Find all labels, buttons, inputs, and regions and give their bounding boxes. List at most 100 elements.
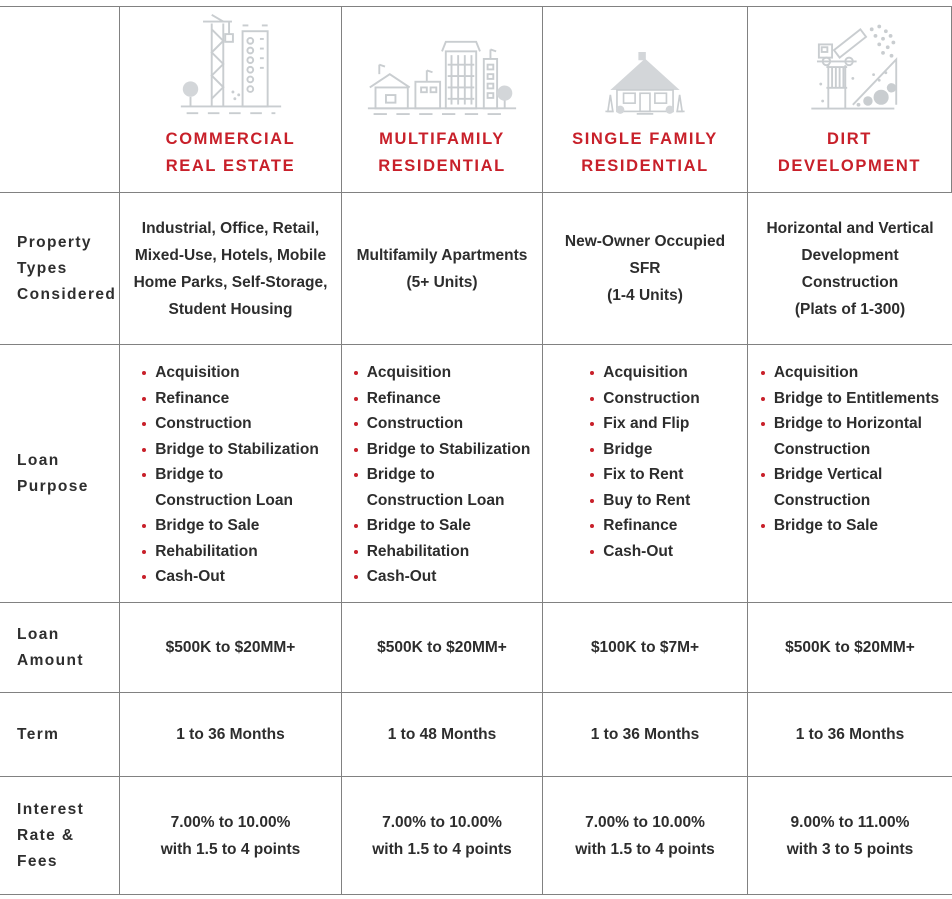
bullet-dot-icon (760, 524, 765, 528)
loan-purpose-list: Acquisition Refinance Construction Bridge t… (142, 360, 319, 590)
loan-amount-multifamily: $500K to $20MM+ (342, 603, 543, 693)
loan-purpose-item: Bridge to Sale (760, 513, 939, 539)
loan-purpose-item: Refinance (590, 513, 699, 539)
loan-purpose-text: Bridge Vertical Construction (773, 466, 883, 509)
bullet-dot-icon (590, 524, 595, 528)
loan-purpose-item: Construction (590, 386, 700, 412)
row-header-label: Property Types Considered (17, 233, 117, 303)
loan-purpose-text: Rehabilitation (155, 542, 258, 560)
loan-purpose-item: Bridge to Stabilization (353, 437, 531, 463)
loan-purpose-item: Bridge (590, 437, 699, 463)
loan-purpose-item: Acquisition (142, 360, 319, 386)
loan-purpose-item: Bridge to Entitlements (760, 386, 939, 412)
apartment-buildings-icon (366, 36, 518, 118)
bullet-dot-icon (760, 422, 765, 426)
loan-purpose-text: Acquisition (155, 364, 240, 381)
bullet-dot-icon (590, 447, 595, 452)
bullet-dot-icon (142, 524, 147, 528)
loan-purpose-item: Refinance (353, 386, 531, 412)
column-title: DIRT DEVELOPMENT (777, 130, 922, 175)
loan-purpose-text: Bridge to Construction Loan (155, 466, 293, 509)
bullet-dot-icon (760, 396, 765, 401)
bullet-dot-icon (142, 422, 147, 426)
bullet-dot-icon (142, 575, 147, 579)
row-header-label: Term (17, 725, 60, 743)
loan-purpose-item: Bridge to Horizontal Construction (760, 411, 939, 462)
loan-purpose-item: Fix and Flip (590, 411, 699, 437)
bullet-dot-icon (760, 371, 765, 375)
loan-purpose-text: Bridge to Sale (155, 517, 260, 534)
row-header-loan-purpose: Loan Purpose (0, 345, 120, 603)
property-types-dirt: Horizontal and Vertical Development Cons… (748, 193, 952, 345)
dirt-excavation-icon (798, 18, 902, 118)
bullet-dot-icon (760, 473, 765, 477)
row-header-label: Interest Rate & Fees (17, 800, 85, 870)
loan-amount-commercial: $500K to $20MM+ (120, 603, 342, 693)
row-header-loan-amount: Loan Amount (0, 603, 120, 693)
interest-single-family: 7.00% to 10.00% with 1.5 to 4 points (543, 777, 748, 894)
loan-purpose-item: Rehabilitation (142, 539, 319, 565)
loan-purpose-single-family: Acquisition Construction Fix and Flip Bridg… (543, 345, 748, 603)
bullet-dot-icon (353, 524, 358, 528)
column-header-multifamily-residential: MULTIFAMILY RESIDENTIAL (342, 7, 543, 193)
bullet-dot-icon (353, 575, 358, 579)
loan-purpose-text: Acquisition (773, 364, 859, 381)
loan-purpose-item: Bridge to Sale (142, 513, 319, 539)
loan-purpose-text: Fix and Flip (603, 415, 690, 432)
loan-purpose-list: Acquisition Bridge to Entitlements Bridge … (760, 360, 939, 539)
loan-purpose-text: Refinance (155, 389, 230, 407)
loan-purpose-list: Acquisition Refinance Construction Bridge t… (353, 360, 531, 590)
loan-purpose-commercial: Acquisition Refinance Construction Bridge t… (120, 345, 342, 603)
column-title: COMMERCIAL REAL ESTATE (165, 130, 296, 175)
loan-purpose-text: Bridge to Stabilization (366, 440, 531, 458)
loan-purpose-text: Bridge to Horizontal Construction (773, 415, 922, 458)
term-single-family: 1 to 36 Months (543, 693, 748, 777)
loan-purpose-item: Bridge to Construction Loan (353, 462, 531, 513)
loan-purpose-text: Acquisition (603, 364, 688, 381)
loan-purpose-item: Buy to Rent (590, 488, 699, 514)
bullet-dot-icon (142, 473, 147, 477)
loan-purpose-text: Cash-Out (603, 542, 674, 560)
loan-purpose-multifamily: Acquisition Refinance Construction Bridge t… (342, 345, 543, 603)
column-title: MULTIFAMILY RESIDENTIAL (378, 130, 506, 175)
column-header-dirt-development: DIRT DEVELOPMENT (748, 7, 952, 193)
loan-purpose-item: Cash-Out (142, 564, 319, 590)
loan-purpose-text: Bridge (603, 440, 653, 458)
loan-purpose-text: Acquisition (366, 364, 452, 381)
bullet-dot-icon (353, 422, 358, 426)
bullet-dot-icon (590, 371, 595, 375)
row-header-label: Loan Purpose (17, 451, 89, 495)
bullet-dot-icon (590, 396, 595, 401)
bullet-dot-icon (353, 371, 358, 375)
loan-comparison-table: COMMERCIAL REAL ESTATE (0, 6, 952, 895)
row-header-interest-rate-fees: Interest Rate & Fees (0, 777, 120, 894)
loan-purpose-item: Acquisition (353, 360, 531, 386)
single-family-house-icon (597, 52, 693, 118)
interest-dirt: 9.00% to 11.00% with 3 to 5 points (786, 813, 914, 858)
loan-purpose-text: Refinance (366, 389, 441, 407)
property-types-single-family: New-Owner Occupied SFR (1-4 Units) (543, 193, 748, 345)
loan-purpose-text: Construction (155, 415, 252, 432)
corner-cell (0, 7, 120, 193)
column-title: SINGLE FAMILY RESIDENTIAL (572, 130, 718, 175)
bullet-dot-icon (353, 447, 358, 452)
term-commercial: 1 to 36 Months (120, 693, 342, 777)
row-header-label: Loan Amount (17, 625, 84, 669)
loan-purpose-item: Rehabilitation (353, 539, 531, 565)
bullet-dot-icon (353, 473, 358, 477)
loan-purpose-text: Refinance (603, 517, 678, 534)
bullet-dot-icon (590, 422, 595, 426)
loan-purpose-item: Cash-Out (590, 539, 699, 565)
loan-purpose-item: Cash-Out (353, 564, 531, 590)
column-header-single-family-residential: SINGLE FAMILY RESIDENTIAL (543, 7, 748, 193)
loan-purpose-dirt: Acquisition Bridge to Entitlements Bridge … (748, 345, 952, 603)
property-types-multifamily: Multifamily Apartments (5+ Units) (342, 193, 543, 345)
loan-purpose-text: Construction (603, 389, 700, 407)
loan-purpose-item: Bridge to Sale (353, 513, 531, 539)
bullet-dot-icon (353, 396, 358, 401)
loan-purpose-text: Bridge to Sale (366, 517, 471, 534)
loan-purpose-text: Bridge to Sale (773, 517, 879, 534)
loan-purpose-text: Bridge to Construction Loan (366, 466, 505, 509)
bullet-dot-icon (590, 473, 595, 477)
loan-purpose-text: Construction (366, 415, 464, 432)
